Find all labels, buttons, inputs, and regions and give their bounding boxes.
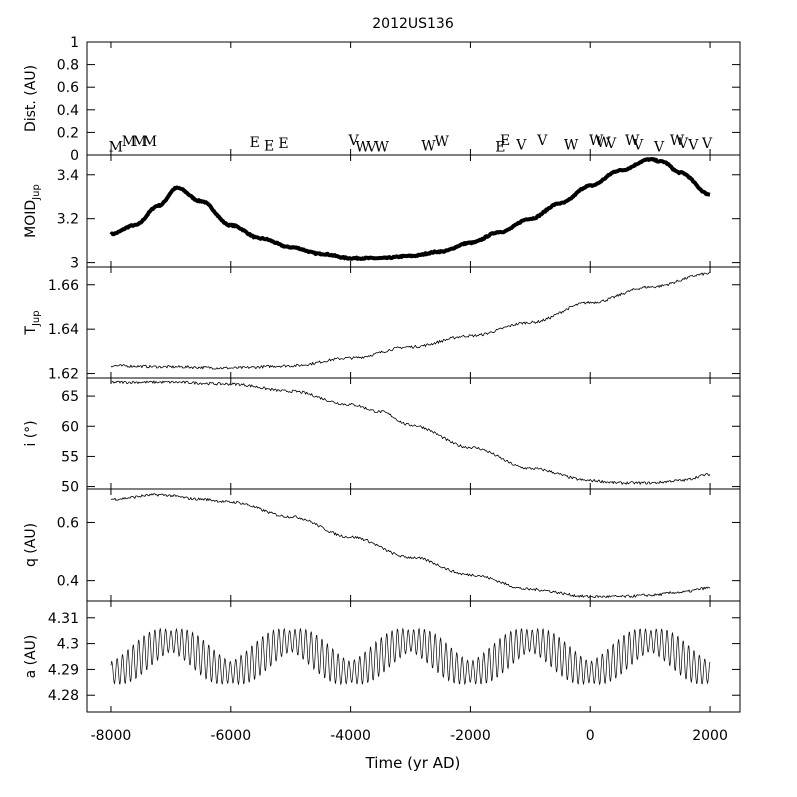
y-tick-label-a: 4.31: [48, 611, 79, 627]
y-tick-label-dist: 0.2: [57, 125, 79, 141]
y-axis-label-q: q (AU): [23, 523, 39, 567]
encounter-label: V: [653, 140, 665, 156]
y-tick-label-incl: 65: [61, 389, 79, 405]
encounter-label: M: [143, 134, 157, 150]
series-line-q: [110, 493, 711, 598]
y-tick-label-a: 4.29: [48, 662, 79, 678]
encounter-label: W: [375, 140, 390, 156]
series-line-tjup: [110, 271, 711, 370]
encounter-label: W: [421, 138, 436, 154]
y-tick-label-tjup: 1.64: [48, 322, 79, 338]
y-tick-label-incl: 50: [61, 480, 79, 496]
encounter-label: W: [564, 137, 579, 153]
y-tick-label-q: 0.4: [57, 574, 79, 590]
panel-tjup: 1.62 1.64 1.66 TJup: [23, 266, 741, 383]
x-tick-label: -4000: [330, 728, 371, 744]
panel-incl: 50 55 60 65 i (°): [23, 377, 741, 496]
encounter-label: M: [109, 140, 123, 156]
encounter-label: M: [133, 134, 147, 150]
encounter-label: E: [264, 138, 274, 154]
x-tick-label: -2000: [450, 728, 491, 744]
y-tick-label-moid: 3.4: [57, 168, 79, 184]
y-tick-label-tjup: 1.62: [48, 367, 79, 383]
encounter-label: W: [434, 134, 449, 150]
encounter-label: V: [515, 137, 527, 153]
x-tick-label: -6000: [210, 728, 251, 744]
encounter-label: V: [677, 136, 689, 152]
encounter-label: M: [122, 134, 136, 150]
encounter-label: W: [589, 133, 604, 149]
x-axis: -8000 -6000 -4000 -2000 0 2000: [91, 728, 728, 744]
panel-frame-a: [86, 600, 741, 713]
y-tick-label-dist: 1: [70, 35, 79, 51]
encounter-label: E: [250, 135, 260, 151]
y-tick-label-incl: 55: [61, 449, 79, 465]
encounter-label: W: [355, 140, 370, 156]
encounter-label: V: [701, 136, 713, 152]
y-tick-label-moid: 3: [70, 256, 79, 272]
y-axis-label-incl: i (°): [23, 420, 39, 446]
y-axis-label-dist: Dist. (AU): [23, 65, 39, 132]
x-axis-label: Time (yr AD): [365, 754, 461, 772]
y-tick-label-tjup: 1.66: [48, 278, 79, 294]
y-axis-label-a: a (AU): [23, 635, 39, 679]
y-tick-label-moid: 3.2: [57, 212, 79, 228]
encounter-label: V: [366, 140, 378, 156]
panel-frame-tjup: [86, 266, 741, 379]
y-tick-label-dist: 0.6: [57, 80, 79, 96]
encounter-label: W: [670, 133, 685, 149]
y-tick-label-dist: 0.4: [57, 103, 79, 119]
encounter-label: V: [632, 137, 644, 153]
panel-frame-q: [86, 488, 741, 602]
encounter-label: W: [596, 135, 611, 151]
panel-q: 0.4 0.6 q (AU): [23, 488, 741, 602]
chart-title: 2012US136: [372, 16, 454, 32]
encounter-label: V: [605, 136, 617, 152]
encounter-label: W: [625, 133, 640, 149]
y-tick-label-dist: 0: [70, 148, 79, 164]
encounter-label: V: [348, 133, 360, 149]
encounter-label: V: [536, 133, 548, 149]
encounter-label: V: [687, 137, 699, 153]
y-axis-label-moid: MOIDJup: [23, 184, 42, 238]
x-tick-label: 0: [586, 728, 595, 744]
encounter-label: E: [278, 136, 288, 152]
x-tick-label: -8000: [91, 728, 132, 744]
panel-a: 4.28 4.29 4.3 4.31 a (AU): [23, 600, 741, 713]
series-line-a: [110, 627, 711, 686]
y-axis-label-tjup: TJup: [23, 310, 42, 335]
y-tick-label-a: 4.3: [57, 637, 79, 653]
x-tick-label: 2000: [692, 728, 728, 744]
panel-frame-incl: [86, 377, 741, 490]
series-line-moid: [109, 157, 711, 261]
series-line-incl: [110, 380, 711, 485]
panel-moid: 3 3.2 3.4 MOIDJup: [23, 154, 741, 272]
y-tick-label-dist: 0.8: [57, 58, 79, 74]
panel-frame-moid: [86, 154, 741, 268]
encounter-label: E: [495, 140, 505, 156]
y-tick-label-q: 0.6: [57, 515, 79, 531]
encounter-label: E: [500, 133, 510, 149]
y-tick-label-incl: 60: [61, 419, 79, 435]
y-tick-label-a: 4.28: [48, 688, 79, 704]
